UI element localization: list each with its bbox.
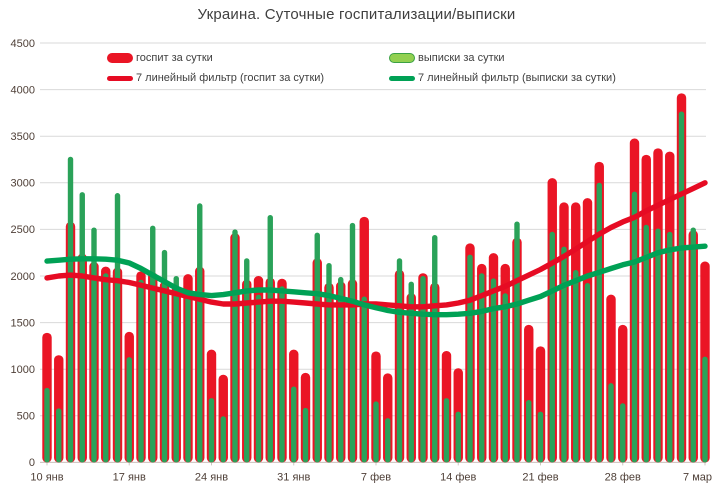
hosp-filter-line <box>44 180 708 310</box>
x-axis-tick-label: 24 янв <box>195 472 228 484</box>
disch-bar <box>678 111 685 463</box>
y-axis-tick-label: 0 <box>29 457 35 469</box>
y-axis-tick-label: 1500 <box>11 317 35 329</box>
disch-filter-line <box>44 243 708 318</box>
disch-bar <box>255 294 262 463</box>
disch-bar <box>490 278 497 463</box>
legend-item-hosp-line: 7 линейный фильтр (госпит за сутки) <box>107 71 324 85</box>
x-axis-tick-label: 21 фев <box>522 472 558 484</box>
disch-bar <box>702 356 708 463</box>
disch-bar <box>631 191 638 463</box>
legend-item-hosp-bar: госпит за сутки <box>107 51 213 65</box>
disch-bar <box>161 249 168 463</box>
x-axis-tick-label: 31 янв <box>277 472 310 484</box>
disch-bar <box>103 273 109 463</box>
y-axis-tick-label: 2500 <box>11 224 35 236</box>
disch-bar <box>44 387 50 463</box>
disch-bar <box>114 193 121 463</box>
disch-bar <box>244 258 250 463</box>
y-axis-tick-label: 2000 <box>11 271 35 283</box>
disch-bar <box>208 398 215 463</box>
disch-bar <box>185 289 191 463</box>
disch-bar <box>385 418 391 463</box>
y-axis-tick-label: 1000 <box>11 364 35 376</box>
disch-bar <box>667 231 673 463</box>
disch-bar <box>655 228 661 463</box>
disch-bar <box>279 286 285 463</box>
disch-bar <box>220 416 226 463</box>
disch-bar <box>443 398 450 463</box>
disch-bar <box>314 232 320 463</box>
y-axis-tick-label: 3500 <box>11 131 35 143</box>
disch-bar <box>396 258 403 463</box>
disch-bar <box>126 357 132 463</box>
disch-bar <box>690 227 696 463</box>
disch-bar <box>56 408 62 463</box>
disch-bar <box>361 296 367 463</box>
disch-bar <box>326 262 332 463</box>
disch-bar <box>573 269 579 463</box>
disch-bar <box>173 276 179 463</box>
disch-bar <box>514 221 520 463</box>
disch-bar <box>267 214 273 463</box>
disch-bar <box>79 192 85 463</box>
legend-item-disch-line: 7 линейный фильтр (выписки за сутки) <box>389 71 616 85</box>
disch-bar <box>150 225 156 463</box>
x-axis-tick-label: 14 фев <box>440 472 476 484</box>
legend-label-hosp-line: 7 линейный фильтр (госпит за сутки) <box>136 72 325 84</box>
disch-bar <box>302 407 309 463</box>
disch-bar <box>537 411 544 463</box>
disch-bar <box>643 224 649 463</box>
disch-bar <box>584 282 591 463</box>
disch-bar <box>349 222 356 463</box>
x-axis-tick-label: 7 мар <box>683 472 712 484</box>
legend-label-disch-line: 7 линейный фильтр (выписки за сутки) <box>418 72 616 84</box>
disch-line-swatch-icon <box>389 75 415 81</box>
y-axis-tick-label: 4500 <box>11 38 35 50</box>
y-axis-tick-label: 500 <box>17 411 35 423</box>
disch-bar <box>502 293 508 463</box>
disch-bar <box>467 254 473 463</box>
y-axis-tick-label: 4000 <box>11 84 35 96</box>
disch-bar <box>432 234 438 463</box>
disch-bar <box>596 182 602 463</box>
disch-bar <box>408 281 414 463</box>
x-axis-tick-label: 7 фев <box>361 472 391 484</box>
disch-bar-swatch-icon <box>389 53 415 63</box>
y-axis-tick-label: 3000 <box>11 178 35 190</box>
disch-bar <box>232 229 238 463</box>
disch-bar <box>67 156 74 463</box>
disch-bar <box>420 276 426 463</box>
hosp-line-swatch-icon <box>107 75 133 81</box>
disch-bar <box>91 227 97 463</box>
disch-bar <box>620 403 626 463</box>
x-axis-tick-label: 28 фев <box>605 472 641 484</box>
disch-bar <box>561 246 567 463</box>
legend-label-disch-bar: выписки за сутки <box>418 52 505 64</box>
disch-bar <box>338 276 344 463</box>
disch-bar <box>479 273 485 463</box>
legend-label-hosp-bar: госпит за сутки <box>136 52 213 64</box>
hosp-bar-swatch-icon <box>107 53 133 63</box>
x-axis-tick-label: 17 янв <box>113 472 146 484</box>
chart-title: Украина. Суточные госпитализации/выписки <box>197 6 516 23</box>
disch-bar <box>138 279 144 463</box>
disch-bar <box>526 399 532 463</box>
disch-bar <box>291 386 297 463</box>
disch-bar <box>455 411 461 463</box>
legend-item-disch-bar: выписки за сутки <box>389 51 505 65</box>
disch-bar <box>608 383 614 463</box>
disch-bar <box>197 203 203 463</box>
disch-bar <box>373 401 379 463</box>
x-axis-tick-label: 10 янв <box>30 472 63 484</box>
